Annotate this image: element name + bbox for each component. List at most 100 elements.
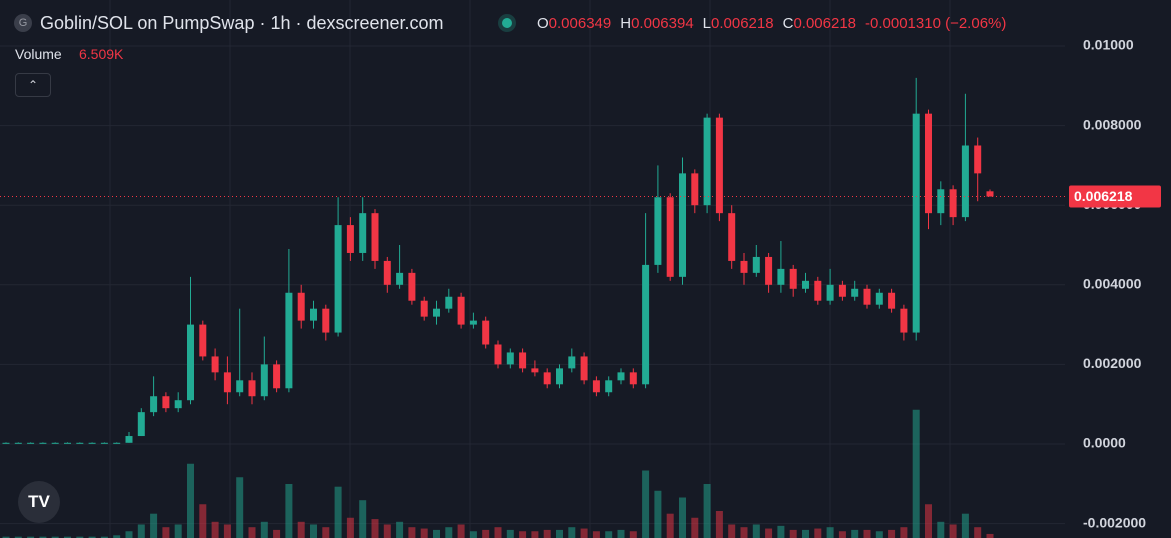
volume-bar bbox=[113, 535, 121, 538]
volume-bar bbox=[88, 536, 96, 538]
volume-bar bbox=[51, 536, 59, 538]
volume-bar bbox=[371, 519, 379, 538]
candle-body bbox=[728, 213, 736, 261]
candle-body bbox=[285, 292, 293, 389]
candle-body bbox=[14, 442, 22, 444]
volume-bar bbox=[494, 527, 502, 538]
last-price-label: 0.006218 bbox=[1074, 188, 1133, 204]
volume-bar bbox=[482, 529, 490, 538]
candle-body bbox=[125, 436, 133, 443]
volume-bar bbox=[396, 521, 404, 538]
volume-bar bbox=[223, 524, 231, 538]
candle-body bbox=[826, 284, 834, 301]
candle-body bbox=[715, 117, 723, 214]
volume-bar bbox=[445, 527, 453, 538]
candle-body bbox=[937, 189, 945, 214]
volume-bar bbox=[100, 536, 108, 538]
volume-bar bbox=[679, 497, 686, 538]
volume-bar bbox=[408, 527, 416, 538]
candle-body bbox=[174, 400, 182, 409]
candle-body bbox=[617, 372, 625, 381]
candle-body bbox=[310, 308, 317, 321]
candle-body bbox=[838, 284, 846, 297]
candle-body bbox=[679, 173, 686, 277]
candle-body bbox=[27, 442, 35, 444]
candle-body bbox=[703, 117, 711, 206]
volume-bar bbox=[851, 529, 859, 538]
candle-body bbox=[334, 225, 342, 333]
y-tick-label: 0.0000 bbox=[1083, 435, 1126, 451]
candle-body bbox=[974, 145, 982, 174]
volume-bar bbox=[199, 504, 207, 538]
volume-bar bbox=[39, 536, 47, 538]
volume-bar bbox=[715, 511, 723, 538]
candle-body bbox=[691, 173, 699, 206]
candle-body bbox=[592, 380, 600, 393]
candle-body bbox=[752, 256, 760, 273]
volume-bar bbox=[802, 529, 809, 538]
candle-body bbox=[986, 191, 994, 197]
candle-body bbox=[519, 352, 527, 369]
candle-body bbox=[568, 356, 576, 369]
volume-bar bbox=[777, 525, 785, 538]
volume-bar bbox=[691, 517, 699, 538]
candle-body bbox=[605, 380, 613, 393]
volume-bar bbox=[383, 524, 391, 538]
candle-body bbox=[482, 320, 490, 345]
candle-body bbox=[888, 292, 896, 309]
candle-body bbox=[863, 288, 871, 305]
y-tick-label: 0.004000 bbox=[1083, 276, 1142, 292]
volume-bar bbox=[875, 531, 883, 538]
candle-body bbox=[223, 372, 231, 393]
candle-body bbox=[199, 324, 207, 357]
volume-bar bbox=[605, 531, 613, 538]
volume-bar bbox=[592, 531, 600, 538]
candle-body bbox=[912, 113, 920, 333]
volume-bar bbox=[14, 536, 22, 538]
candle-body bbox=[469, 320, 477, 325]
candle-body bbox=[39, 442, 47, 444]
volume-bar bbox=[519, 531, 527, 538]
last-price-tag bbox=[1069, 185, 1161, 208]
volume-bar bbox=[346, 517, 354, 538]
volume-bar bbox=[297, 521, 305, 538]
candle-body bbox=[236, 380, 244, 393]
volume-bar bbox=[125, 531, 133, 538]
volume-bar bbox=[568, 527, 576, 538]
candle-body bbox=[765, 256, 773, 285]
volume-bar bbox=[457, 524, 465, 538]
candle-body bbox=[383, 260, 391, 285]
volume-bar bbox=[912, 409, 920, 538]
volume-bar bbox=[728, 524, 736, 538]
y-tick-label: 0.008000 bbox=[1083, 116, 1142, 132]
candle-body bbox=[248, 380, 256, 397]
volume-bar bbox=[986, 533, 994, 538]
candle-body bbox=[900, 308, 908, 333]
volume-bar bbox=[187, 463, 194, 538]
candle-body bbox=[88, 442, 96, 444]
collapse-button[interactable]: ⌃ bbox=[15, 73, 51, 97]
volume-bar bbox=[248, 527, 256, 538]
volume-bar bbox=[765, 528, 773, 538]
candle-body bbox=[297, 292, 305, 321]
volume-bar bbox=[162, 527, 170, 538]
volume-bar bbox=[826, 527, 834, 538]
candle-body bbox=[113, 442, 121, 444]
candle-body bbox=[187, 324, 194, 401]
tradingview-logo[interactable]: TV bbox=[18, 481, 60, 523]
candle-body bbox=[51, 442, 59, 444]
candle-body bbox=[445, 296, 453, 309]
volume-bar bbox=[359, 500, 367, 538]
volume-bar bbox=[863, 529, 871, 538]
candle-body bbox=[814, 280, 822, 301]
volume-bar bbox=[703, 484, 711, 538]
volume-bar bbox=[961, 513, 969, 538]
volume-bar bbox=[974, 527, 982, 538]
candle-body bbox=[580, 356, 588, 381]
volume-bar bbox=[543, 529, 551, 538]
volume-bar bbox=[236, 477, 244, 538]
candle-body bbox=[925, 113, 932, 214]
volume-bar bbox=[273, 529, 281, 538]
